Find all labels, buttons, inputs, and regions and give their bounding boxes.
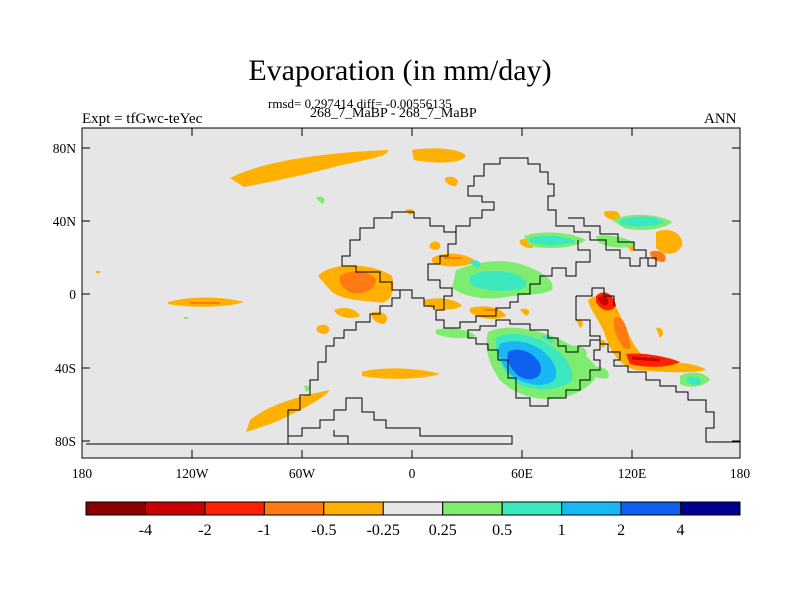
coastlines bbox=[86, 157, 740, 445]
x-tick-label: 0 bbox=[409, 466, 416, 481]
y-tick-label: 0 bbox=[69, 287, 76, 302]
y-tick-label: 40S bbox=[55, 361, 76, 376]
colorbar-swatch bbox=[561, 501, 622, 516]
plot-frame bbox=[81, 127, 741, 459]
colorbar-label: -0.5 bbox=[311, 522, 336, 539]
season-label: ANN bbox=[704, 111, 737, 127]
colorbar-swatch bbox=[382, 501, 444, 516]
colorbar-swatch bbox=[85, 501, 146, 516]
colorbar-swatch bbox=[501, 501, 563, 516]
colorbar-label: 4 bbox=[677, 522, 685, 539]
y-tick-label: 80N bbox=[53, 141, 77, 156]
x-tick-label: 60W bbox=[289, 466, 316, 481]
colorbar-swatch bbox=[204, 501, 265, 516]
colorbar-label: 0.25 bbox=[429, 522, 457, 539]
colorbar-label: 2 bbox=[617, 522, 625, 539]
x-tick-label: 180 bbox=[730, 466, 751, 481]
map-background bbox=[82, 128, 740, 458]
colorbar-label: -1 bbox=[258, 522, 271, 539]
experiment-label: Expt = tfGwc-teYec bbox=[82, 111, 203, 127]
x-tick-label: 120W bbox=[176, 466, 209, 481]
colorbar-label: 1 bbox=[558, 522, 566, 539]
x-tick-label: 60E bbox=[511, 466, 533, 481]
y-tick-label: 40N bbox=[53, 214, 77, 229]
x-tick-label: 180 bbox=[72, 466, 93, 481]
x-tick-label: 120E bbox=[618, 466, 647, 481]
axis-ticks bbox=[81, 128, 741, 458]
colorbar-label: 0.5 bbox=[492, 522, 512, 539]
colorbar-swatch bbox=[144, 501, 206, 516]
y-tick-label: 80S bbox=[55, 434, 76, 449]
colorbar-swatch bbox=[263, 501, 325, 516]
y-axis-labels: 80N 40N 0 40S 80S bbox=[53, 141, 77, 449]
subtitle-label: 268_7_MaBP - 268_7_MaBP bbox=[310, 106, 477, 121]
colorbar-swatch bbox=[620, 501, 682, 516]
colorbar-label: -0.25 bbox=[367, 522, 400, 539]
stats-label: rmsd= 0.297414 diff= -0.00556135 bbox=[268, 96, 452, 111]
colorbar-swatch bbox=[323, 501, 384, 516]
x-axis-labels: 180 120W 60W 0 60E 120E 180 bbox=[72, 466, 751, 481]
colorbar-swatch bbox=[680, 501, 741, 516]
map-title: Evaporation (in mm/day) bbox=[248, 54, 552, 87]
colorbar-label: -2 bbox=[198, 522, 211, 539]
positive-anomaly-regions bbox=[184, 196, 710, 400]
colorbar-label: -4 bbox=[139, 522, 152, 539]
colorbar: -4 -2 -1 -0.5 -0.25 0.25 0.5 1 2 4 bbox=[85, 501, 741, 539]
negative-anomaly-regions bbox=[96, 148, 706, 432]
colorbar-swatch bbox=[442, 501, 503, 516]
